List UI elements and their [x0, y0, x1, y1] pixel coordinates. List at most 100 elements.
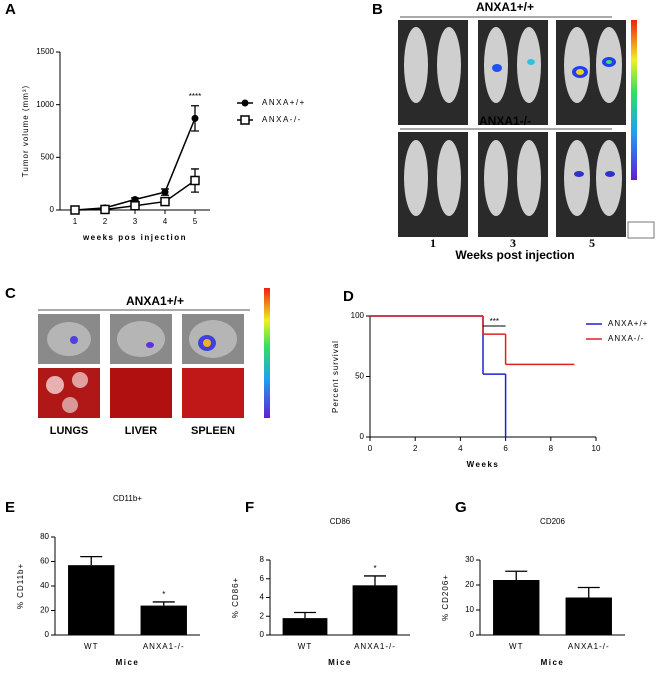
group-label: ANXA1+/+: [476, 0, 534, 14]
x-tick-label: 1: [73, 217, 78, 226]
x-axis-label: weeks pos injection: [82, 233, 187, 242]
y-tick-label: 20: [40, 606, 49, 615]
legend-label: ANXA-/-: [608, 334, 644, 343]
x-tick-label: ANXA1-/-: [354, 642, 396, 651]
panel-label: A: [5, 1, 16, 18]
error-bar: [191, 168, 199, 193]
chart-title: CD11b+: [113, 494, 142, 503]
error-bar: [80, 555, 103, 566]
y-axis-label: % CD86+: [231, 577, 240, 618]
y-axis-label: % CD206+: [441, 574, 450, 621]
panel-label: D: [343, 288, 354, 305]
x-tick-label: ANXA1-/-: [568, 642, 610, 651]
marker: [161, 188, 169, 196]
marker: [160, 196, 170, 207]
x-tick-label: 0: [368, 444, 373, 453]
error-bar: [294, 611, 316, 619]
week-label: 3: [510, 236, 516, 250]
x-tick-label: 4: [458, 444, 463, 453]
x-tick-label: 4: [163, 217, 168, 226]
y-tick-label: 60: [40, 557, 49, 566]
y-tick-label: 0: [45, 630, 50, 639]
y-tick-label: 50: [355, 372, 364, 381]
y-tick-label: 0: [470, 630, 475, 639]
x-axis-label: Mice: [541, 658, 565, 667]
annotation: *: [162, 590, 165, 599]
y-tick-label: 0: [50, 205, 55, 214]
annotation: ***: [490, 317, 499, 326]
bar: [140, 605, 187, 635]
bar: [68, 565, 115, 635]
annotation: ****: [189, 92, 201, 101]
chart-title: CD206: [540, 517, 565, 526]
x-tick-label: 10: [592, 444, 601, 453]
y-tick-label: 500: [41, 152, 55, 161]
y-tick-label: 30: [465, 555, 474, 564]
x-tick-label: 2: [413, 444, 418, 453]
y-tick-label: 0: [360, 432, 365, 441]
y-tick-label: 80: [40, 532, 49, 541]
marker: [190, 175, 200, 186]
legend-label: ANXA-/-: [262, 115, 302, 124]
error-bar: [191, 105, 199, 132]
y-tick-label: 4: [260, 593, 265, 602]
error-bar: [577, 586, 600, 598]
error-bar: [364, 575, 386, 586]
annotation: *: [373, 564, 376, 573]
x-axis-label: Weeks: [467, 460, 500, 469]
y-tick-label: 6: [260, 574, 265, 583]
week-label: 1: [430, 236, 436, 250]
legend-marker: [241, 99, 249, 107]
bar: [282, 618, 328, 635]
error-bar: [505, 570, 528, 580]
panel-label: C: [5, 285, 16, 302]
group-label: ANXA1-/-: [479, 114, 531, 128]
chart-title: CD86: [330, 517, 351, 526]
x-tick-label: WT: [509, 642, 523, 651]
legend-label: ANXA+/+: [608, 319, 648, 328]
y-tick-label: 2: [260, 611, 265, 620]
y-axis-label: Tumor volume (mm³): [21, 85, 30, 177]
marker: [70, 205, 80, 215]
panel-label: E: [5, 499, 15, 516]
bar: [565, 597, 612, 635]
y-tick-label: 0: [260, 630, 265, 639]
panel-label: F: [245, 499, 254, 516]
error-bar: [152, 601, 175, 606]
x-tick-label: 8: [549, 444, 554, 453]
x-axis-label: Mice: [116, 658, 140, 667]
legend-label: ANXA+/+: [262, 98, 306, 107]
y-tick-label: 100: [351, 311, 365, 320]
organ-label: LUNGS: [50, 425, 89, 437]
organ-images: [38, 288, 270, 418]
x-tick-label: ANXA1-/-: [143, 642, 185, 651]
y-axis-label: Percent survival: [331, 340, 340, 413]
x-tick-label: 3: [133, 217, 138, 226]
legend-marker: [240, 115, 250, 125]
x-tick-label: 5: [193, 217, 198, 226]
mouse-images: [398, 16, 655, 239]
marker: [130, 201, 140, 211]
bar: [352, 585, 398, 635]
x-axis-label: Mice: [328, 658, 352, 667]
week-label: 5: [589, 236, 595, 250]
x-tick-label: 2: [103, 217, 108, 226]
panel-label: G: [455, 499, 467, 516]
y-axis-label: % CD11b+: [16, 563, 25, 609]
y-tick-label: 8: [260, 555, 265, 564]
x-tick-label: 6: [503, 444, 508, 453]
x-tick-label: WT: [84, 642, 98, 651]
organ-label: SPLEEN: [191, 425, 235, 437]
marker: [100, 204, 110, 215]
marker: [191, 114, 199, 122]
y-tick-label: 40: [40, 581, 49, 590]
group-label: ANXA1+/+: [126, 294, 184, 308]
y-tick-label: 1000: [36, 100, 54, 109]
bar: [493, 580, 540, 635]
y-tick-label: 1500: [36, 47, 54, 56]
panel-label: B: [372, 1, 383, 18]
y-tick-label: 10: [465, 605, 474, 614]
y-tick-label: 20: [465, 580, 474, 589]
x-axis-label: Weeks post injection: [455, 248, 574, 262]
